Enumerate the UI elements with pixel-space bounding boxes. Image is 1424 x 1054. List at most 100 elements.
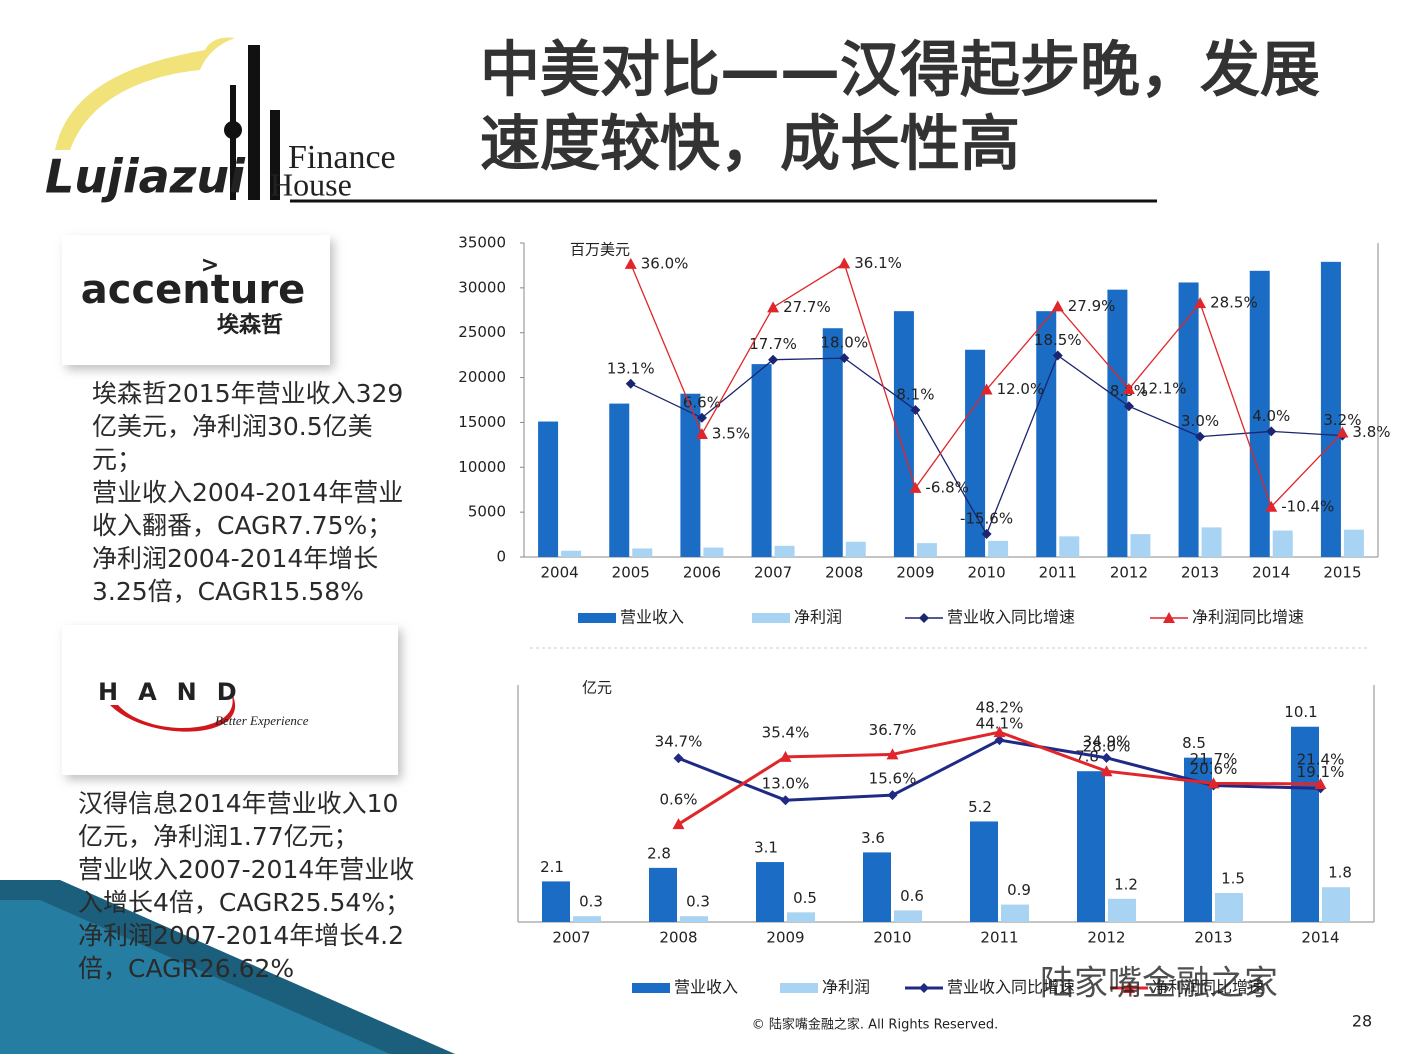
y-tick-label: 15000	[458, 413, 506, 431]
point	[919, 983, 929, 993]
data-label: 12.0%	[997, 380, 1045, 398]
body-text: 亿元，净利润1.77亿元；	[78, 822, 359, 851]
x-tick-label: 2010	[873, 929, 911, 947]
data-label: 35.4%	[762, 723, 810, 741]
data-label: 1.8	[1328, 864, 1352, 882]
data-label: 0.6%	[659, 791, 697, 809]
point	[887, 790, 898, 801]
data-label: 0.3	[579, 893, 603, 911]
bar	[680, 916, 708, 922]
point	[625, 378, 636, 389]
point	[1195, 431, 1206, 442]
y-tick-label: 25000	[458, 323, 506, 341]
x-tick-label: 2007	[552, 929, 590, 947]
data-label: 18.0%	[820, 334, 868, 352]
body-text: 3.25倍，CAGR15.58%	[92, 577, 364, 606]
title-line: 速度较快，成长性高	[480, 110, 1020, 180]
point	[780, 795, 791, 806]
logo: Lujiazui Finance House	[45, 37, 396, 204]
data-label: 21.4%	[1297, 750, 1345, 768]
legend-label: 净利润	[794, 608, 842, 627]
data-label: 27.7%	[783, 298, 831, 316]
point	[1266, 426, 1277, 437]
point	[1122, 383, 1135, 395]
bar	[845, 541, 866, 557]
x-tick-label: 2014	[1301, 929, 1339, 947]
data-label: 36.7%	[869, 721, 917, 739]
legend-label: 营业收入	[620, 608, 684, 627]
body-text: 营业收入2007-2014年营业收	[78, 855, 414, 884]
data-label: 10.1	[1284, 703, 1317, 721]
bar	[1107, 289, 1128, 557]
data-label: 12.1%	[1139, 380, 1187, 398]
accenture-card	[62, 235, 330, 365]
data-label: 13.1%	[607, 359, 655, 377]
legend-label: 净利润	[822, 978, 870, 997]
bar	[1059, 536, 1080, 557]
legend-label: 营业收入	[674, 978, 738, 997]
data-label: 3.0%	[1181, 412, 1219, 430]
point	[767, 301, 780, 313]
body-text: 汉得信息2014年营业收入10	[78, 789, 398, 818]
corner-shape	[0, 900, 390, 1054]
point	[1100, 765, 1113, 777]
data-label: -15.6%	[960, 509, 1013, 527]
legend-label: 净利润同比增速	[1152, 978, 1264, 997]
bar	[542, 881, 570, 922]
point	[1163, 612, 1175, 623]
legend-label: 营业收入同比增速	[947, 978, 1075, 997]
point	[695, 428, 708, 440]
x-tick-label: 2011	[980, 929, 1018, 947]
body-text: 营业收入2004-2014年营业	[92, 478, 403, 507]
page-number: 28	[1352, 1012, 1372, 1031]
bar	[1108, 898, 1136, 922]
legend-label: 营业收入同比增速	[947, 608, 1075, 627]
bar	[988, 540, 1009, 557]
bar	[1272, 530, 1293, 557]
point	[768, 354, 779, 365]
data-label: 0.6	[900, 887, 924, 905]
bar	[632, 548, 653, 557]
body-text: 亿美元，净利润30.5亿美	[92, 412, 373, 441]
data-label: 36.1%	[854, 254, 902, 272]
data-label: 28.0%	[1083, 738, 1131, 756]
point	[838, 257, 851, 269]
bar	[561, 550, 582, 557]
point	[1123, 401, 1134, 412]
accenture-logo: accenture	[81, 267, 305, 313]
data-label: 3.8%	[1352, 423, 1390, 441]
data-label: 21.7%	[1190, 750, 1238, 768]
x-tick-label: 2006	[683, 564, 721, 582]
hand-logo: HAND	[98, 678, 257, 706]
point	[981, 528, 992, 539]
x-tick-label: 2005	[612, 564, 650, 582]
bar	[1077, 771, 1105, 922]
hand-swoosh	[110, 690, 236, 732]
logo-swoosh	[55, 37, 235, 150]
point	[673, 753, 684, 764]
data-label: 18.5%	[1034, 331, 1082, 349]
legend-swatch	[578, 613, 616, 623]
data-label: 8.1%	[896, 385, 934, 403]
y-tick-label: 0	[496, 548, 506, 566]
bar	[970, 821, 998, 922]
body-text: 净利润2007-2014年增长4.2	[78, 921, 404, 950]
data-label: 44.1%	[976, 715, 1024, 733]
body-text: 倍，CAGR26.62%	[78, 954, 294, 983]
data-label: 28.5%	[1210, 294, 1258, 312]
x-tick-label: 2008	[825, 564, 863, 582]
bar	[756, 862, 784, 922]
data-label: 20.6%	[1190, 760, 1238, 778]
hand-card	[62, 625, 398, 775]
data-label: 17.7%	[749, 335, 797, 353]
point	[993, 726, 1006, 738]
bar	[751, 364, 772, 557]
legend-label: 净利润同比增速	[1192, 608, 1304, 627]
point	[1314, 777, 1327, 789]
y-tick-label: 5000	[468, 503, 506, 521]
body-text: 收入翻番，CAGR7.75%；	[92, 511, 392, 540]
point	[1123, 982, 1135, 993]
bar	[1001, 904, 1029, 922]
